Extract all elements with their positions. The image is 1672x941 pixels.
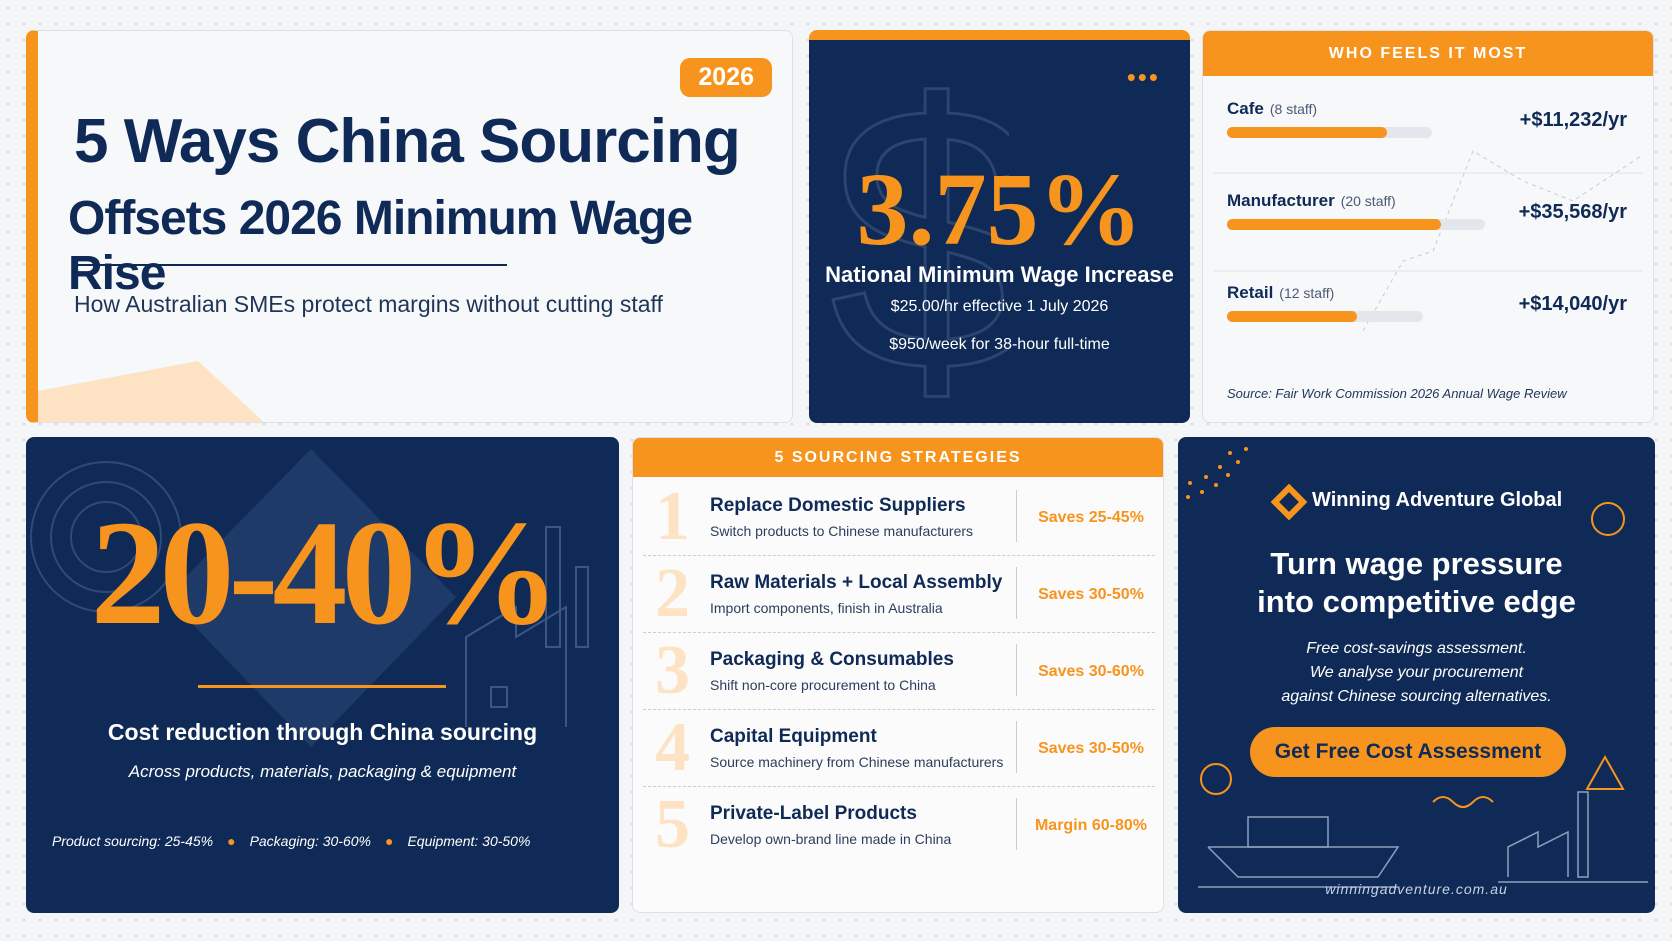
breakdown-item: Product sourcing: 25-45% xyxy=(52,833,214,849)
row-rule xyxy=(643,555,1155,556)
strategies-panel: 5 SOURCING STRATEGIES 1 Replace Domestic … xyxy=(632,437,1164,913)
source: Source: Fair Work Commission 2026 Annual… xyxy=(1227,386,1567,401)
title: 5 Ways China Sourcing xyxy=(74,107,741,176)
bullet: ● xyxy=(384,833,394,849)
step-title: Capital Equipment xyxy=(710,726,877,747)
business-name: Cafe xyxy=(1227,99,1264,118)
year-badge: 2026 xyxy=(680,58,772,97)
step-desc: Source machinery from Chinese manufactur… xyxy=(710,754,1004,770)
strategies-heading: 5 SOURCING STRATEGIES xyxy=(633,438,1163,477)
wage-detail: $950/week for 38-hour full-time xyxy=(889,336,1110,353)
step-title: Replace Domestic Suppliers xyxy=(710,495,966,516)
decor: $ xyxy=(829,60,1009,420)
body-line: Free cost-savings assessment. xyxy=(1306,640,1527,657)
wage-value: 3.75% xyxy=(856,152,1143,267)
savings-label: Cost reduction through China sourcing xyxy=(107,719,538,745)
divider xyxy=(1016,567,1017,619)
savings-sublabel: Across products, materials, packaging & … xyxy=(128,762,517,781)
step-title: Private-Label Products xyxy=(710,803,917,824)
logo-icon xyxy=(1270,483,1308,521)
business: Cafe (8 staff) xyxy=(1227,99,1317,119)
decor xyxy=(1186,447,1648,888)
step-number: 4 xyxy=(655,709,690,786)
title: Offsets 2026 Minimum Wage Rise xyxy=(68,192,693,300)
savings-value: 20-40% xyxy=(90,490,561,656)
cta-body: Free cost-savings assessment. We analyse … xyxy=(1178,637,1655,709)
business: Retail (12 staff) xyxy=(1227,283,1334,303)
step-title: Raw Materials + Local Assembly xyxy=(710,572,1003,593)
divider xyxy=(1016,490,1017,542)
step-saving: Saves 30-50% xyxy=(1038,740,1144,757)
staff: (12 staff) xyxy=(1279,285,1335,301)
url[interactable]: winningadventure.com.au xyxy=(1325,881,1508,897)
breakdown-item: Equipment: 30-50% xyxy=(407,833,531,849)
impact-panel: WHO FEELS IT MOST Cafe (8 staff) +$11,232/… xyxy=(1202,30,1654,423)
cost: +$11,232/yr xyxy=(1519,109,1627,131)
bullet: ● xyxy=(227,833,236,849)
decor xyxy=(30,449,589,747)
breakdown: Product sourcing: 25-45% ● Packaging: 30-… xyxy=(52,833,530,849)
business: Manufacturer (20 staff) xyxy=(1227,191,1396,211)
step-desc: Shift non-core procurement to China xyxy=(710,677,936,693)
savings-panel: 20-40% Cost reduction through China sour… xyxy=(26,437,619,913)
bar-fill xyxy=(1227,311,1357,322)
brand: Winning Adventure Global xyxy=(1312,489,1563,511)
bar-fill xyxy=(1227,219,1441,230)
row-rule xyxy=(643,632,1155,633)
row-rule xyxy=(643,786,1155,787)
step-desc: Develop own-brand line made in China xyxy=(710,831,952,847)
step-desc: Import components, finish in Australia xyxy=(710,600,943,616)
wage-label: National Minimum Wage Increase xyxy=(825,262,1174,287)
wage-panel: $ ••• 3.75% National Minimum Wage Increa… xyxy=(809,30,1190,423)
step-number: 1 xyxy=(655,478,690,555)
cost: +$14,040/yr xyxy=(1518,293,1627,315)
dots: ••• xyxy=(1126,62,1160,92)
bar-fill xyxy=(1227,127,1387,138)
header-panel: 2026 5 Ways China Sourcing Offsets 2026 … xyxy=(26,30,793,423)
step-saving: Saves 30-50% xyxy=(1038,586,1144,603)
cta-panel: Winning Adventure Global Turn wage press… xyxy=(1178,437,1655,913)
decor xyxy=(38,361,264,422)
svg-text:$: $ xyxy=(829,60,1009,420)
step-saving: Saves 25-45% xyxy=(1038,509,1144,526)
cost: +$35,568/yr xyxy=(1518,201,1627,223)
step-saving: Saves 30-60% xyxy=(1038,663,1144,680)
divider xyxy=(1016,721,1017,773)
subtitle: How Australian SMEs protect margins with… xyxy=(74,291,663,317)
step-number: 3 xyxy=(655,632,690,709)
impact-heading: WHO FEELS IT MOST xyxy=(1203,31,1653,76)
divider xyxy=(1016,644,1017,696)
rule xyxy=(74,264,507,266)
step-title: Packaging & Consumables xyxy=(710,649,954,670)
headline-line: Turn wage pressure xyxy=(1270,546,1563,581)
row-rule xyxy=(643,709,1155,710)
rule xyxy=(198,685,446,688)
decor xyxy=(1213,150,1643,332)
step-desc: Switch products to Chinese manufacturers xyxy=(710,523,974,539)
business-name: Manufacturer xyxy=(1227,191,1335,210)
body-line: against Chinese sourcing alternatives. xyxy=(1281,688,1552,705)
staff: (8 staff) xyxy=(1269,101,1318,117)
breakdown-item: Packaging: 30-60% xyxy=(249,833,371,849)
business-name: Retail xyxy=(1227,283,1274,302)
step-saving: Margin 60-80% xyxy=(1034,817,1148,834)
headline-line: into competitive edge xyxy=(1257,584,1576,619)
step-number: 5 xyxy=(655,786,690,863)
step-number: 2 xyxy=(655,555,690,632)
body-line: We analyse your procurement xyxy=(1309,664,1524,681)
staff: (20 staff) xyxy=(1340,193,1396,209)
cta-button[interactable]: Get Free Cost Assessment xyxy=(1250,727,1566,777)
cta-headline: Turn wage pressure into competitive edge xyxy=(1178,545,1655,621)
divider xyxy=(1016,798,1017,850)
wage-detail: $25.00/hr effective 1 July 2026 xyxy=(890,298,1109,315)
